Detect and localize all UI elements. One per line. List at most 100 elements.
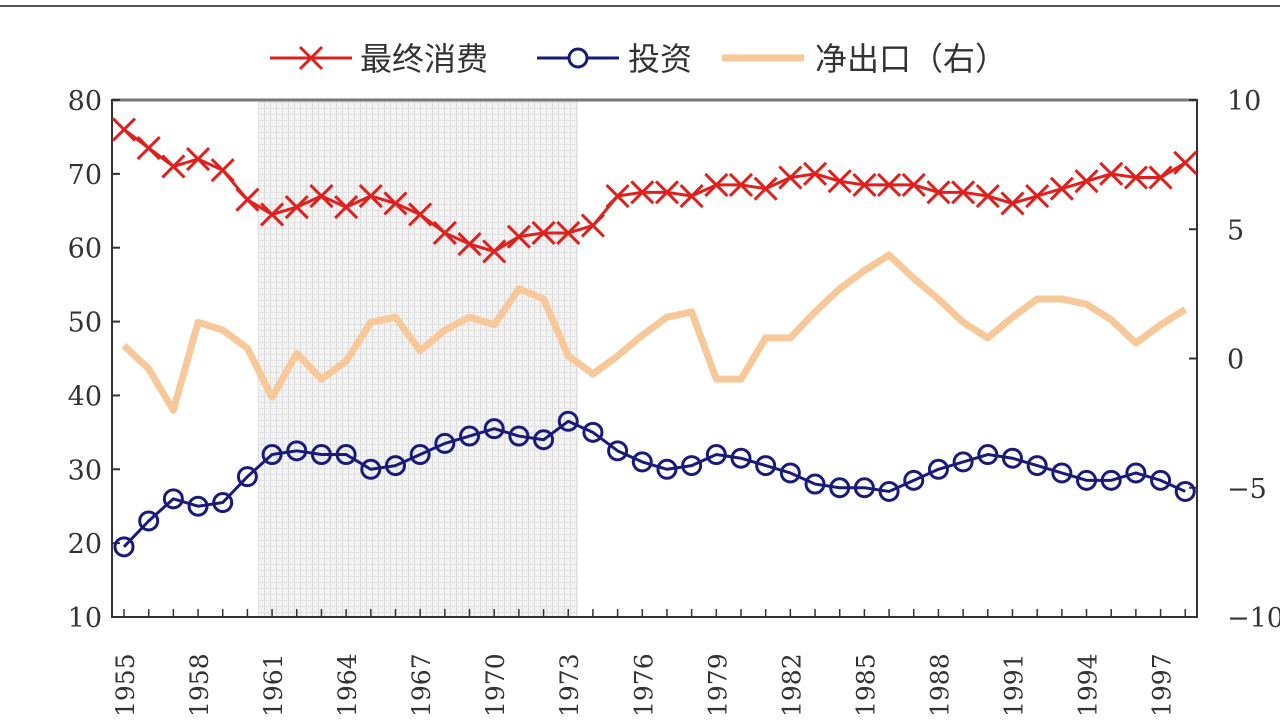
- data-point-circle: [533, 429, 555, 451]
- data-point-x: [1000, 191, 1025, 216]
- data-point-circle: [459, 425, 481, 447]
- x-tick-label: 1958: [185, 653, 214, 717]
- data-point-x: [210, 158, 235, 183]
- data-point-circle: [705, 444, 727, 466]
- data-point-circle: [903, 469, 925, 491]
- data-point-x: [778, 165, 803, 190]
- data-point-circle: [730, 447, 752, 469]
- x-tick-label: 1991: [999, 653, 1028, 717]
- data-point-x: [704, 172, 729, 197]
- data-point-x: [1173, 150, 1198, 175]
- data-point-circle: [384, 455, 406, 477]
- data-point-circle: [804, 473, 826, 495]
- data-point-circle: [1076, 469, 1098, 491]
- x-tick-label: 1982: [777, 653, 806, 717]
- left-tick-label: 60: [68, 234, 102, 265]
- series-line: [121, 251, 1188, 414]
- series-2: [121, 251, 1188, 414]
- data-point-x: [136, 135, 161, 161]
- data-point-circle: [1026, 455, 1048, 477]
- x-tick-label: 1997: [1148, 653, 1177, 717]
- x-tick-label: 1964: [333, 653, 362, 717]
- data-point-circle: [878, 480, 900, 502]
- left-tick-label: 10: [68, 603, 102, 634]
- data-point-x: [111, 117, 137, 142]
- data-point-x: [457, 231, 482, 257]
- x-tick-label: 1994: [1074, 653, 1103, 717]
- data-point-x: [432, 220, 457, 246]
- data-point-circle: [631, 451, 653, 473]
- data-point-circle: [483, 418, 505, 440]
- data-point-circle: [1100, 469, 1122, 491]
- left-tick-label: 50: [68, 308, 102, 339]
- data-point-x: [260, 202, 285, 227]
- right-tick-label: −10: [1227, 603, 1280, 634]
- data-point-x: [852, 172, 877, 197]
- data-point-circle: [1174, 480, 1196, 502]
- legend-label: 最终消费: [360, 40, 488, 78]
- right-tick-label: −5: [1227, 474, 1267, 505]
- data-point-x: [556, 220, 581, 246]
- right-tick-label: 0: [1227, 345, 1244, 376]
- x-tick-label: 1961: [259, 653, 288, 717]
- x-tick-label: 1973: [555, 653, 584, 717]
- data-point-circle: [1001, 447, 1023, 469]
- series-1: [113, 410, 1196, 558]
- x-tick-label: 1988: [925, 653, 954, 717]
- data-point-circle: [434, 432, 456, 454]
- x-tick-label: 1955: [111, 653, 140, 717]
- data-point-x: [975, 183, 1000, 209]
- data-point-circle: [656, 458, 678, 480]
- x-tick-label: 1970: [481, 653, 510, 717]
- data-point-circle: [681, 455, 703, 477]
- data-point-x: [679, 183, 704, 209]
- data-point-circle: [138, 510, 160, 532]
- data-point-x: [358, 183, 383, 209]
- data-point-circle: [286, 440, 308, 462]
- data-point-x: [951, 180, 976, 205]
- left-tick-label: 80: [68, 86, 102, 117]
- data-point-circle: [360, 458, 382, 480]
- data-point-circle: [582, 421, 604, 443]
- series-line: [122, 419, 1186, 548]
- data-point-x: [630, 180, 655, 205]
- data-point-circle: [1125, 462, 1147, 484]
- data-point-x: [753, 176, 778, 201]
- data-point-circle: [187, 495, 209, 517]
- x-tick-label: 1985: [851, 653, 880, 717]
- data-point-circle: [162, 488, 184, 510]
- data-point-circle: [335, 444, 357, 466]
- data-point-x: [383, 191, 408, 216]
- data-point-circle: [113, 536, 135, 558]
- data-point-circle: [829, 477, 851, 499]
- data-point-x: [482, 239, 507, 264]
- x-tick-label: 1976: [629, 653, 658, 717]
- left-tick-label: 20: [68, 529, 102, 560]
- data-point-x: [901, 172, 926, 197]
- data-point-x: [185, 147, 211, 172]
- x-tick-label: 1979: [703, 653, 732, 717]
- data-point-x: [728, 172, 754, 197]
- data-point-circle: [261, 444, 283, 466]
- right-tick-label: 10: [1227, 86, 1261, 117]
- legend-label: 投资: [628, 40, 692, 78]
- left-tick-label: 30: [68, 455, 102, 486]
- data-point-x: [408, 202, 433, 227]
- left-tick-label: 40: [68, 381, 102, 412]
- legend-marker-x: [298, 45, 324, 71]
- legend: 最终消费 投资 净出口（右）: [270, 40, 1007, 78]
- data-point-x: [1025, 183, 1050, 209]
- data-point-x: [877, 172, 902, 197]
- data-point-x: [827, 169, 852, 194]
- data-point-circle: [557, 410, 579, 432]
- data-point-circle: [212, 492, 234, 514]
- data-point-x: [654, 180, 680, 205]
- data-point-circle: [607, 440, 629, 462]
- series-0: [111, 117, 1198, 264]
- data-point-circle: [236, 466, 258, 488]
- data-point-x: [1099, 161, 1124, 186]
- data-point-x: [580, 213, 605, 238]
- legend-label: 净出口（右）: [815, 40, 1007, 78]
- data-point-circle: [952, 451, 974, 473]
- data-point-x: [1123, 165, 1148, 190]
